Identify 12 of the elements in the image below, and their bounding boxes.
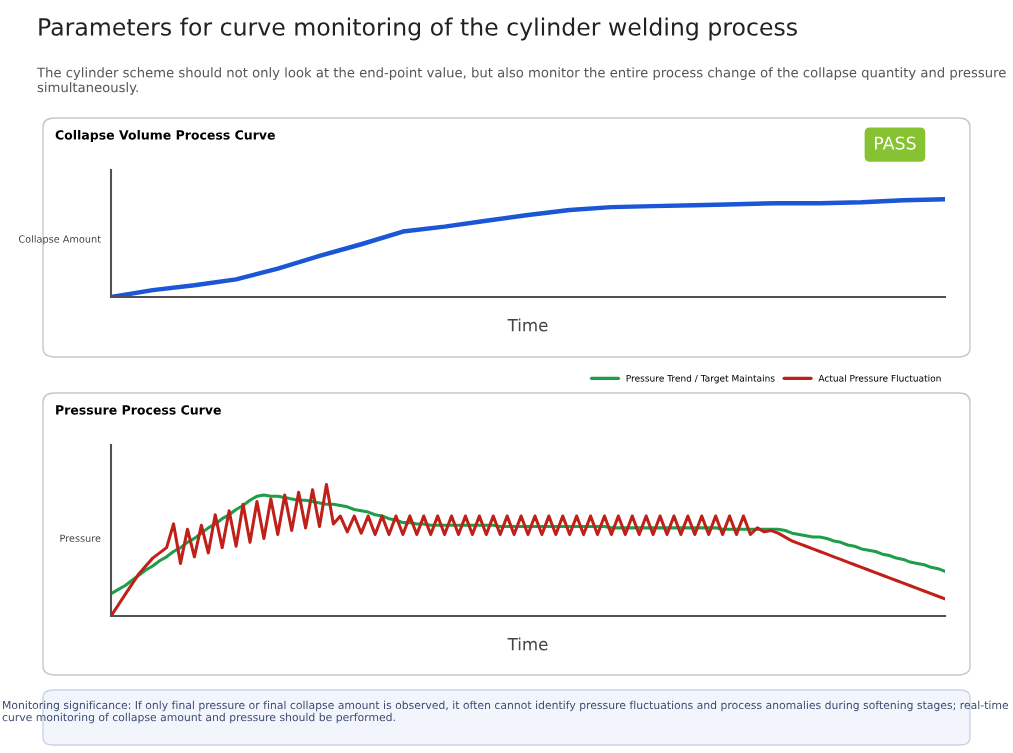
text: The cylinder scheme should not only look at the end-point value, but also monitor the entire process change of the collapse quantity and pressure simultaneously. [36, 67, 1006, 95]
legend-label: Actual Pressure Fluctuation [818, 374, 941, 382]
chart-title: Collapse Volume Process Curve [55, 129, 275, 143]
chart-title: Pressure Process Curve [56, 405, 221, 415]
text: Monitoring significance: If only final pressure or final collapse amount is observed, it often cannot identify pressure fluctuations and process anomalies during softening stages; real-time curve monitoring of collapse amount and pressure should be performed. [2, 700, 1009, 724]
text: PASS [875, 136, 916, 150]
text: Parameters for curve monitoring of the cylinder welding process [39, 17, 797, 41]
y-axis-title: Pressure [60, 534, 101, 542]
y-axis-title: Collapse Amount [18, 235, 101, 245]
x-axis-title: Time [507, 637, 548, 651]
legend-label: Pressure Trend / Target Maintains [626, 374, 775, 384]
x-axis-title: Time [507, 318, 548, 332]
